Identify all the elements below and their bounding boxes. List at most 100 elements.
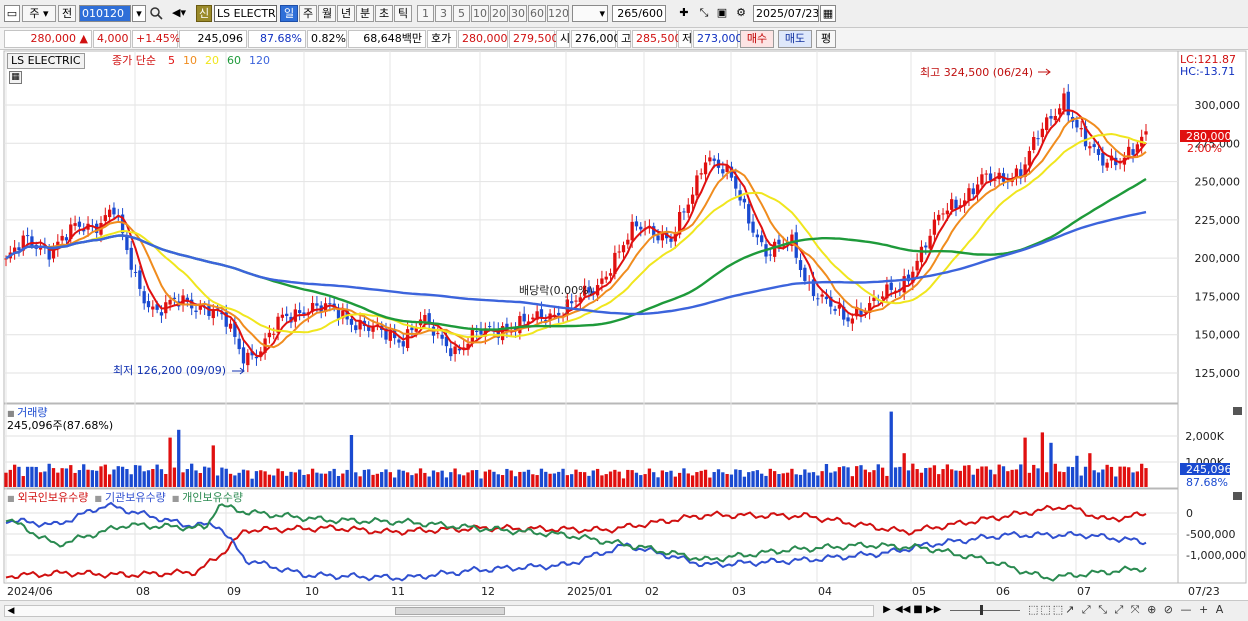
scroll-thumb[interactable] [395,607,505,615]
date-input[interactable]: 2025/07/23 [753,5,819,22]
volume-bar-163 [708,477,712,487]
period-select[interactable]: 주 ▾ [22,5,56,22]
candle-body-150 [652,226,656,236]
volume-bar-55 [241,469,246,487]
eval-button[interactable]: 평 [816,30,836,48]
ma-label-5[interactable]: 5 [168,54,175,67]
volume-bar-193 [837,467,842,487]
drawing-tools-icons[interactable]: ⬚⬚⬚↗ ⤢ ⤡ ⤢ ⤧ ⊕ ⊘ — + A [1028,603,1226,616]
period-tab-3[interactable]: 년 [337,5,355,22]
period-tab-1[interactable]: 주 [299,5,317,22]
candle-body-172 [747,204,751,224]
volume-bar-222 [962,465,967,487]
table-view-icon[interactable]: ▦ [9,71,22,84]
interval-button-60[interactable]: 60 [528,5,546,22]
buy-button[interactable]: 매수 [740,30,774,48]
gear-icon[interactable]: ⚙ [736,6,746,19]
volume-bar-170 [738,469,742,487]
period-tab-4[interactable]: 분 [356,5,374,22]
stock-name-tag[interactable]: LS ELECTRIC [7,53,85,69]
candle-body-98 [427,313,431,325]
bid-price: 279,500 [509,30,559,48]
ma-label-60[interactable]: 60 [227,54,241,67]
count-input[interactable]: 265/600 [612,5,666,22]
volume-bar-5 [25,466,30,487]
volume-bar-59 [259,470,263,487]
new-badge[interactable]: 신 [196,5,212,22]
holdings-panel-close-icon[interactable] [1233,492,1242,500]
save-icon[interactable]: ▣ [716,6,728,19]
candle-body-84 [367,325,371,331]
search-icon[interactable] [148,5,164,22]
volume-bar-181 [785,472,790,487]
interval-button-120[interactable]: 120 [547,5,569,22]
volume-bar-165 [716,469,721,487]
scroll-left-icon[interactable]: ◀ [7,606,15,616]
holdings-legend-0[interactable]: 외국인보유수량 [17,491,89,504]
volume-bar-22 [99,466,103,487]
ma-period-labels: 5 10 20 60 120 [168,54,278,68]
zoom-slider-handle[interactable] [980,605,983,615]
calendar-icon[interactable]: ▦ [820,5,836,22]
candle-body-163 [708,157,712,162]
candle-body-34 [151,306,155,310]
code-dropdown-icon[interactable]: ▾ [132,5,146,22]
interval-button-3[interactable]: 3 [435,5,452,22]
holdings-legend-2[interactable]: 개인보유수량 [182,491,243,504]
volume-bar-82 [358,476,362,487]
ma-line-20 [5,132,1147,339]
ma-label-10[interactable]: 10 [183,54,197,67]
stock-code-input[interactable]: 010120 [79,5,131,22]
period-tab-5[interactable]: 초 [375,5,393,22]
volume-bar-201 [872,470,876,487]
speaker-icon[interactable]: ◀︎▾ [172,6,186,19]
stock-name-field[interactable]: LS ELECTRI [214,5,277,22]
interval-button-5[interactable]: 5 [453,5,470,22]
price-panel[interactable] [3,50,1179,404]
volume-bar-183 [794,474,798,487]
indicator-label[interactable]: 종가 단순 [112,54,156,67]
candle-body-195 [846,317,850,322]
candle-body-3 [17,247,21,251]
window-menu-icon[interactable]: ▭ [4,5,20,22]
horizontal-scrollbar[interactable]: ◀ [4,605,874,617]
holdings-legend-1[interactable]: 기관보유수량 [104,491,166,504]
volume-value: 245,096 [179,30,247,48]
sell-button[interactable]: 매도 [778,30,812,48]
volume-panel-close-icon[interactable] [1233,407,1242,415]
open-price: 276,000 [571,30,621,48]
interval-button-20[interactable]: 20 [490,5,508,22]
rewind-icon[interactable]: ◀◀ [895,604,911,615]
forward-icon[interactable]: ▶▶ [926,604,942,615]
volume-bar-187 [811,472,816,487]
stop-icon[interactable]: ■ [913,604,923,615]
high-annotation: 최고 324,500 (06/24) [920,66,1051,79]
candle-body-225 [975,184,980,195]
candle-body-82 [358,320,362,330]
volume-bar-14 [64,468,69,487]
interval-button-10[interactable]: 10 [471,5,489,22]
period-tab-6[interactable]: 틱 [394,5,412,22]
candle-body-159 [690,194,695,204]
interval-button-1[interactable]: 1 [417,5,434,22]
unit-select[interactable]: ▾ [572,5,608,22]
volume-bar-40 [177,429,181,487]
zoom-slider[interactable] [950,610,1020,611]
candle-body-78 [341,310,345,319]
period-tab-2[interactable]: 월 [318,5,336,22]
interval-button-30[interactable]: 30 [509,5,527,22]
volume-bar-176 [764,475,768,487]
scroll-right-icon[interactable]: ▶ [883,604,891,615]
period-tab-0[interactable]: 일 [280,5,298,22]
candle-body-261 [1131,149,1135,155]
chart-type-icon[interactable]: ⤡ [699,6,709,19]
ma-label-120[interactable]: 120 [249,54,270,67]
compare-button[interactable]: 전 [58,5,76,22]
candle-body-58 [254,356,259,359]
crosshair-icon[interactable]: ✚ [679,6,689,19]
candle-body-152 [660,232,665,241]
ma-label-20[interactable]: 20 [205,54,219,67]
volume-bar-8 [38,472,43,487]
volume-bar-133 [578,471,582,487]
